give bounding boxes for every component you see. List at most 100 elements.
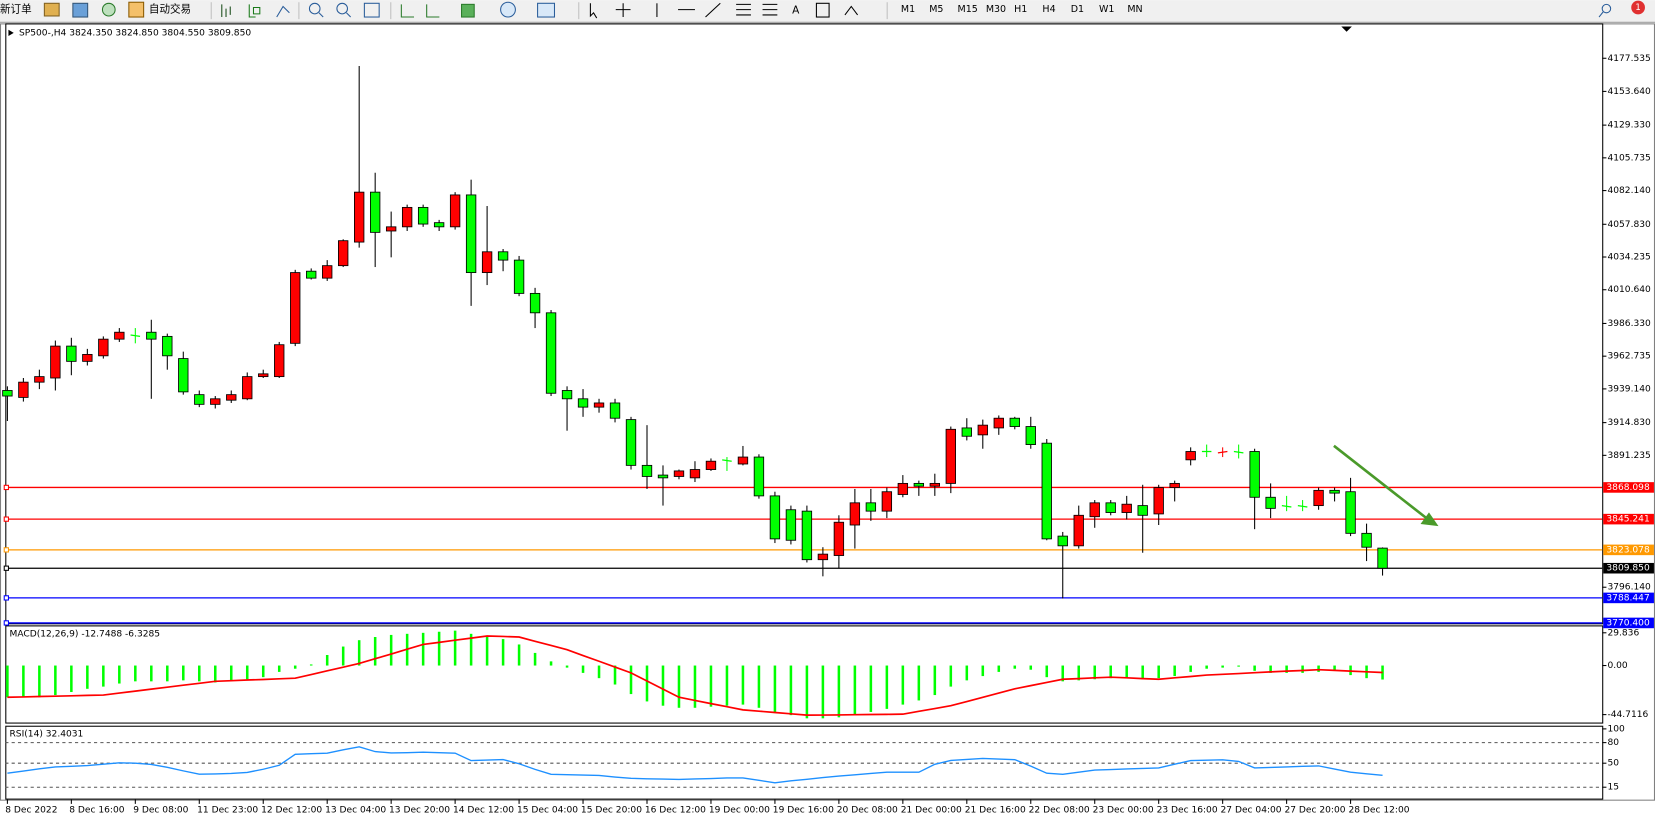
- macd-bar: [277, 665, 281, 672]
- macd-bar: [533, 652, 537, 666]
- macd-bar: [1269, 665, 1272, 673]
- macd-bar: [1061, 665, 1065, 682]
- macd-bar: [421, 632, 425, 666]
- macd-bar: [1093, 665, 1096, 680]
- candle-body: [833, 521, 845, 556]
- candle-body: [274, 344, 285, 378]
- macd-bar: [469, 633, 473, 666]
- y-tick-label: 100: [1607, 724, 1625, 734]
- candle-body: [769, 495, 781, 540]
- candle-body: [242, 376, 253, 400]
- candle-body: [705, 460, 717, 470]
- y-tick-label: 15: [1607, 783, 1619, 793]
- timeframe-button[interactable]: M5: [929, 4, 943, 15]
- candle-body: [785, 509, 797, 541]
- macd-bar: [150, 665, 153, 682]
- macd-bar: [437, 631, 441, 666]
- candle-body: [625, 419, 637, 466]
- macd-bar: [693, 665, 697, 708]
- signal-line: [7, 635, 1383, 716]
- y-tick-label: 4082.140: [1607, 186, 1651, 196]
- y-tick-label: 4153.640: [1607, 87, 1651, 97]
- candle-body: [561, 390, 573, 400]
- x-tick-label: 15 Dec 04:00: [517, 806, 578, 816]
- y-tick-label: 3891.235: [1607, 451, 1650, 461]
- macd-bar: [38, 665, 41, 698]
- text-tool-button[interactable]: A: [792, 5, 800, 17]
- macd-bar: [118, 665, 121, 684]
- macd-bar: [757, 665, 761, 708]
- auto-trading-button[interactable]: 自动交易: [149, 3, 191, 16]
- candle-body: [945, 428, 956, 484]
- new-order-button[interactable]: 新订单: [0, 3, 32, 16]
- macd-bar: [453, 630, 457, 666]
- y-tick-label: -44.7116: [1607, 710, 1648, 720]
- y-tick-label: 3962.735: [1607, 352, 1650, 362]
- candle-body: [753, 456, 765, 497]
- macd-bar: [1013, 665, 1017, 669]
- candle-body: [146, 331, 157, 340]
- macd-bar: [293, 665, 297, 669]
- macd-bar: [869, 665, 873, 712]
- candle-body: [881, 491, 893, 512]
- candle-body: [817, 553, 829, 561]
- candle-body: [98, 338, 109, 357]
- rsi-title: RSI(14) 32.4031: [10, 730, 84, 740]
- x-tick-label: 11 Dec 23:00: [197, 806, 258, 816]
- timeframe-button[interactable]: MN: [1127, 4, 1142, 15]
- macd-bar: [853, 665, 857, 715]
- candle-body: [513, 259, 525, 294]
- timeframe-button[interactable]: D1: [1071, 4, 1084, 15]
- macd-bar: [789, 665, 793, 716]
- macd-bar: [501, 639, 505, 666]
- candle-body: [162, 335, 173, 357]
- y-tick-label: 4105.735: [1607, 153, 1650, 163]
- macd-bar: [597, 665, 601, 679]
- level-label: 3823.078: [1606, 545, 1650, 555]
- macd-bar: [166, 665, 169, 682]
- x-tick-label: 21 Dec 00:00: [901, 806, 962, 816]
- candle-body: [1377, 547, 1388, 569]
- candle-body: [354, 191, 365, 243]
- macd-bar: [805, 665, 809, 719]
- notification-count[interactable]: 1: [1635, 2, 1640, 12]
- x-tick-label: 28 Dec 12:00: [1348, 806, 1409, 816]
- macd-bar: [70, 665, 73, 692]
- timeframe-button[interactable]: H1: [1014, 4, 1027, 15]
- x-tick-label: 27 Dec 04:00: [1221, 806, 1282, 816]
- candle-body: [1297, 504, 1308, 508]
- timeframe-button[interactable]: W1: [1099, 4, 1114, 15]
- candle-body: [481, 251, 493, 274]
- candle-body: [1265, 496, 1276, 509]
- macd-bar: [1285, 665, 1288, 673]
- x-tick-label: 22 Dec 08:00: [1029, 806, 1090, 816]
- macd-bar: [54, 665, 57, 696]
- macd-bar: [997, 665, 1001, 672]
- candle-body: [865, 502, 877, 512]
- y-tick-label: 80: [1607, 738, 1619, 748]
- candle-body: [226, 394, 237, 401]
- candle-body: [673, 470, 685, 477]
- timeframe-button[interactable]: H4: [1042, 4, 1055, 15]
- level-label: 3809.850: [1606, 564, 1650, 574]
- timeframe-button[interactable]: M1: [901, 4, 915, 15]
- macd-bar: [1221, 665, 1224, 668]
- candle-body: [1249, 451, 1260, 498]
- macd-title: MACD(12,26,9) -12.7488 -6.3285: [10, 629, 161, 639]
- candle-body: [290, 272, 301, 344]
- candle-body: [1361, 532, 1372, 548]
- macd-bar: [213, 665, 217, 683]
- macd-bar: [261, 665, 265, 678]
- macd-bar: [182, 665, 185, 681]
- macd-bar: [1045, 665, 1049, 678]
- candle-body: [1217, 450, 1228, 454]
- timeframe-button[interactable]: M15: [958, 4, 978, 15]
- candle-body: [1153, 487, 1164, 515]
- x-tick-label: 13 Dec 20:00: [389, 806, 450, 816]
- level-label: 3845.241: [1606, 515, 1649, 525]
- x-tick-label: 20 Dec 08:00: [837, 806, 898, 816]
- x-tick-label: 21 Dec 16:00: [965, 806, 1026, 816]
- macd-bar: [981, 665, 985, 677]
- timeframe-button[interactable]: M30: [986, 4, 1006, 15]
